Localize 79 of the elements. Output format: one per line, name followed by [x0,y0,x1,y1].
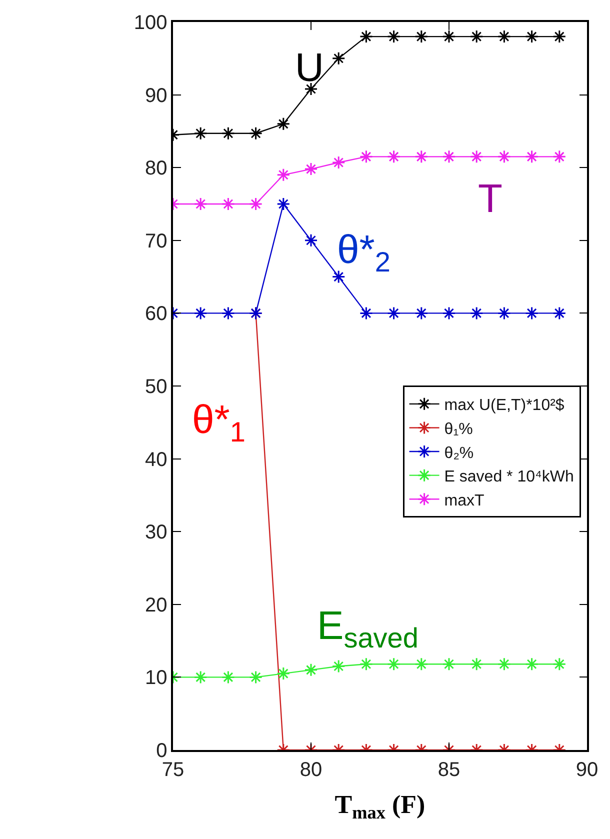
point [387,657,401,671]
point [442,306,456,320]
point [525,306,539,320]
y-tick-label: 30 [145,522,168,544]
y-tick-label: 90 [145,84,168,107]
point [470,306,484,320]
point [304,663,318,677]
point [442,150,456,164]
x-tick-label: 90 [576,758,598,781]
point [552,30,566,44]
y-tick-label: 20 [145,594,168,616]
y-tick-label: 70 [145,230,168,252]
point [221,126,235,140]
annotation: E$_{saved}$ [317,604,418,654]
x-axis-title: T$_{max}$ (F) [334,790,426,822]
point [194,670,208,684]
point [470,150,484,164]
point [497,306,511,320]
y-tick-label: 100 [134,12,168,34]
point [332,156,346,170]
x-tick-label: 85 [438,758,460,781]
legend-label: E saved * 10⁴kWh [444,468,574,486]
point [276,197,290,211]
point [552,657,566,671]
point [552,306,566,320]
point [414,306,428,320]
point [552,150,566,164]
point [221,306,235,320]
point [304,82,318,96]
y-tick-label: 40 [145,448,168,471]
point [221,670,235,684]
point [387,150,401,164]
point [470,30,484,44]
point [414,150,428,164]
point [387,306,401,320]
y-tick-label: 10 [145,667,168,690]
point [497,150,511,164]
point [194,126,208,140]
legend-label: maxT [444,492,485,510]
point [525,150,539,164]
point [359,306,373,320]
y-tick-label: 50 [145,376,168,398]
point [387,30,401,44]
point [525,30,539,44]
point [359,150,373,164]
point [249,126,263,140]
point [304,234,318,248]
point [442,657,456,671]
point [276,666,290,680]
point [332,660,346,674]
legend-label: max U(E,T)*10²$ [444,397,564,414]
annotation: θ*$_{1}$ [192,398,246,448]
annotation: U [295,46,324,90]
point [525,657,539,671]
annotation: θ*$_{2}$ [337,228,390,278]
point [276,117,290,131]
point [359,30,373,44]
point [497,30,511,44]
point [194,197,208,211]
point [276,168,290,182]
point [442,30,456,44]
point [497,657,511,671]
point [332,52,346,66]
annotation: T [478,177,502,221]
point [470,657,484,671]
point [359,657,373,671]
y-tick-label: 60 [145,303,168,326]
point [249,670,263,684]
legend-label: θ₁% [444,420,473,438]
y-tick-label: 80 [145,158,168,180]
point [332,270,346,284]
point [194,306,208,320]
point [414,30,428,44]
point [249,197,263,211]
point [304,162,318,176]
x-tick-label: 80 [300,758,322,781]
point [414,657,428,671]
point [221,197,235,211]
legend-label: θ₂% [444,444,474,462]
